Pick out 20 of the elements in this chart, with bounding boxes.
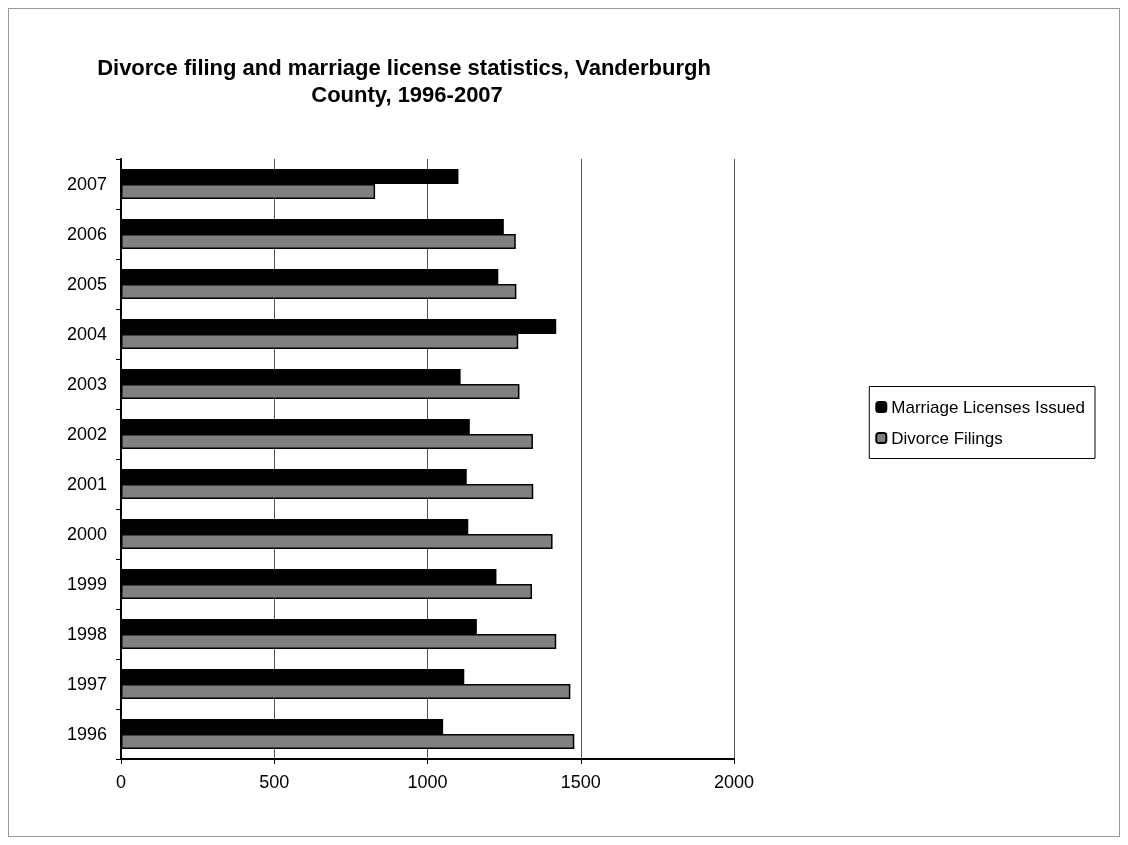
x-tick-label: 1000 bbox=[407, 772, 448, 792]
y-tick-label: 2006 bbox=[66, 224, 107, 244]
x-tick-label: 1500 bbox=[560, 772, 601, 792]
x-tick-label: 0 bbox=[115, 772, 127, 792]
y-tick-label: 1999 bbox=[66, 574, 107, 594]
y-tick-label: 1997 bbox=[66, 674, 107, 694]
legend-label: Divorce Filings bbox=[891, 428, 1003, 448]
chart-title: Divorce filing and marriage license statistics, Vanderburgh County, 1996-2007 bbox=[97, 55, 711, 107]
y-tick-label: 2007 bbox=[66, 174, 107, 194]
y-tick-label: 1998 bbox=[66, 624, 107, 644]
legend-label: Marriage Licenses Issued bbox=[891, 397, 1086, 417]
y-tick-label: 1996 bbox=[66, 724, 107, 744]
y-tick-label: 2004 bbox=[66, 324, 107, 344]
x-tick-label: 500 bbox=[259, 772, 290, 792]
x-tick-label: 2000 bbox=[713, 772, 755, 792]
y-tick-label: 2002 bbox=[66, 424, 107, 444]
y-tick-label: 2001 bbox=[66, 474, 107, 494]
y-tick-label: 2005 bbox=[66, 274, 107, 294]
y-tick-label: 2003 bbox=[66, 374, 107, 394]
y-tick-label: 2000 bbox=[66, 524, 107, 544]
